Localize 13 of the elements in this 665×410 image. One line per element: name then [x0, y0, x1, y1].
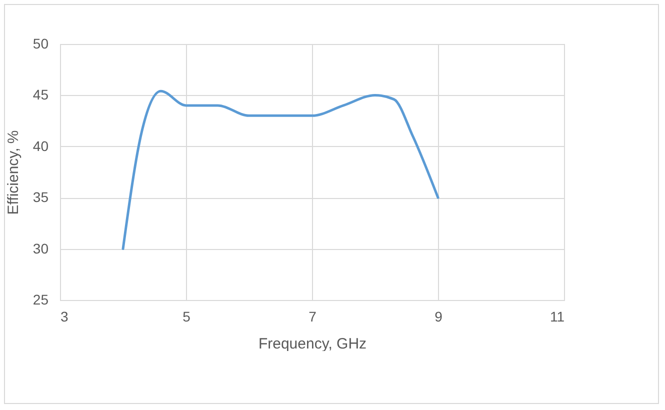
x-tick-label: 9 [434, 308, 443, 324]
x-tick-label: 7 [308, 308, 317, 324]
y-tick-label: 50 [32, 36, 49, 52]
x-tick-label: 11 [550, 308, 565, 324]
y-axis-title: Efficiency, % [4, 130, 22, 215]
y-tick-label: 35 [32, 189, 49, 206]
x-tick-label: 5 [182, 308, 191, 324]
y-tick-label: 40 [32, 138, 49, 154]
y-tick-label: 45 [32, 86, 49, 103]
x-tick-label: 3 [60, 308, 68, 324]
y-tick-label: 30 [32, 240, 49, 256]
line-series [122, 90, 440, 250]
y-tick-label: 25 [32, 292, 49, 308]
